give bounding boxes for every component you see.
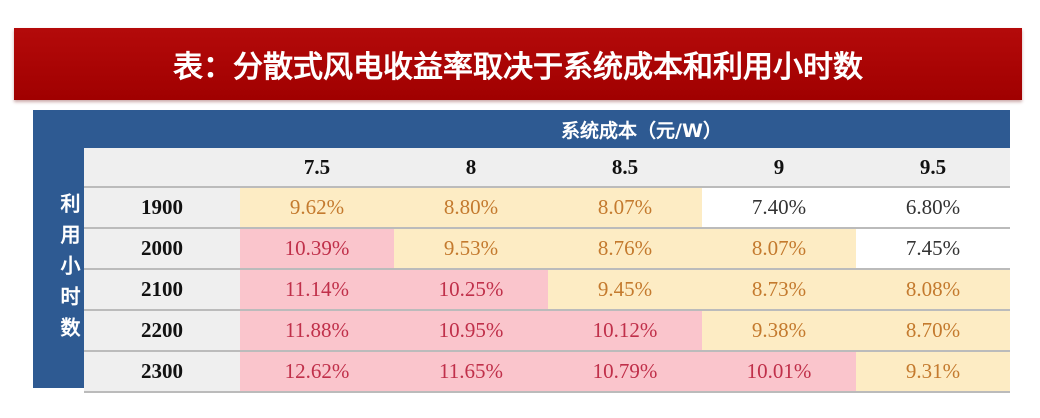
table-frame: 系统成本（元/W） 利用小时数 7.5 8 8.5 9 9.5 1900 9.62% 8.80… [33, 110, 1010, 393]
table-cell: 9.38% [702, 310, 856, 352]
table-cell: 10.25% [394, 269, 548, 311]
column-header: 9 [702, 148, 856, 188]
figure-title: 表：分散式风电收益率取决于系统成本和利用小时数 [14, 28, 1022, 100]
table-cell: 9.45% [548, 269, 702, 311]
table-row: 2000 10.39% 9.53% 8.76% 8.07% 7.45% [84, 228, 1010, 270]
data-table: 7.5 8 8.5 9 9.5 1900 9.62% 8.80% 8.07% 7.40% 6.80%… [84, 148, 1010, 393]
column-header: 7.5 [240, 148, 394, 188]
table-cell: 9.31% [856, 351, 1010, 393]
column-header: 9.5 [856, 148, 1010, 188]
table-cell: 6.80% [856, 187, 1010, 229]
table-cell: 8.80% [394, 187, 548, 229]
table-cell: 9.53% [394, 228, 548, 270]
table-cell: 10.01% [702, 351, 856, 393]
table-cell: 8.76% [548, 228, 702, 270]
row-group-label: 利用小时数 [57, 192, 81, 348]
table-cell: 8.73% [702, 269, 856, 311]
table-row: 2300 12.62% 11.65% 10.79% 10.01% 9.31% [84, 351, 1010, 393]
table-cell: 11.65% [394, 351, 548, 393]
table-cell: 8.07% [548, 187, 702, 229]
column-header: 8 [394, 148, 548, 188]
table-cell: 11.14% [240, 269, 394, 311]
table-cell: 8.70% [856, 310, 1010, 352]
row-label: 2000 [84, 228, 240, 270]
row-label: 1900 [84, 187, 240, 229]
table-cell: 9.62% [240, 187, 394, 229]
table-cell: 7.40% [702, 187, 856, 229]
table-row: 2200 11.88% 10.95% 10.12% 9.38% 8.70% [84, 310, 1010, 352]
row-group-label-wrap: 利用小时数 [33, 170, 84, 370]
table-cell: 10.12% [548, 310, 702, 352]
row-label: 2100 [84, 269, 240, 311]
table-row: 1900 9.62% 8.80% 8.07% 7.40% 6.80% [84, 187, 1010, 229]
table-cell: 10.79% [548, 351, 702, 393]
corner-cell [84, 148, 240, 188]
table-row: 2100 11.14% 10.25% 9.45% 8.73% 8.08% [84, 269, 1010, 311]
column-header: 8.5 [548, 148, 702, 188]
column-header-row: 7.5 8 8.5 9 9.5 [84, 148, 1010, 188]
table-cell: 8.07% [702, 228, 856, 270]
table-cell: 10.39% [240, 228, 394, 270]
table-cell: 7.45% [856, 228, 1010, 270]
table-cell: 8.08% [856, 269, 1010, 311]
table-cell: 10.95% [394, 310, 548, 352]
row-label: 2300 [84, 351, 240, 393]
column-group-label: 系统成本（元/W） [561, 119, 722, 142]
table-cell: 12.62% [240, 351, 394, 393]
row-label: 2200 [84, 310, 240, 352]
table-cell: 11.88% [240, 310, 394, 352]
